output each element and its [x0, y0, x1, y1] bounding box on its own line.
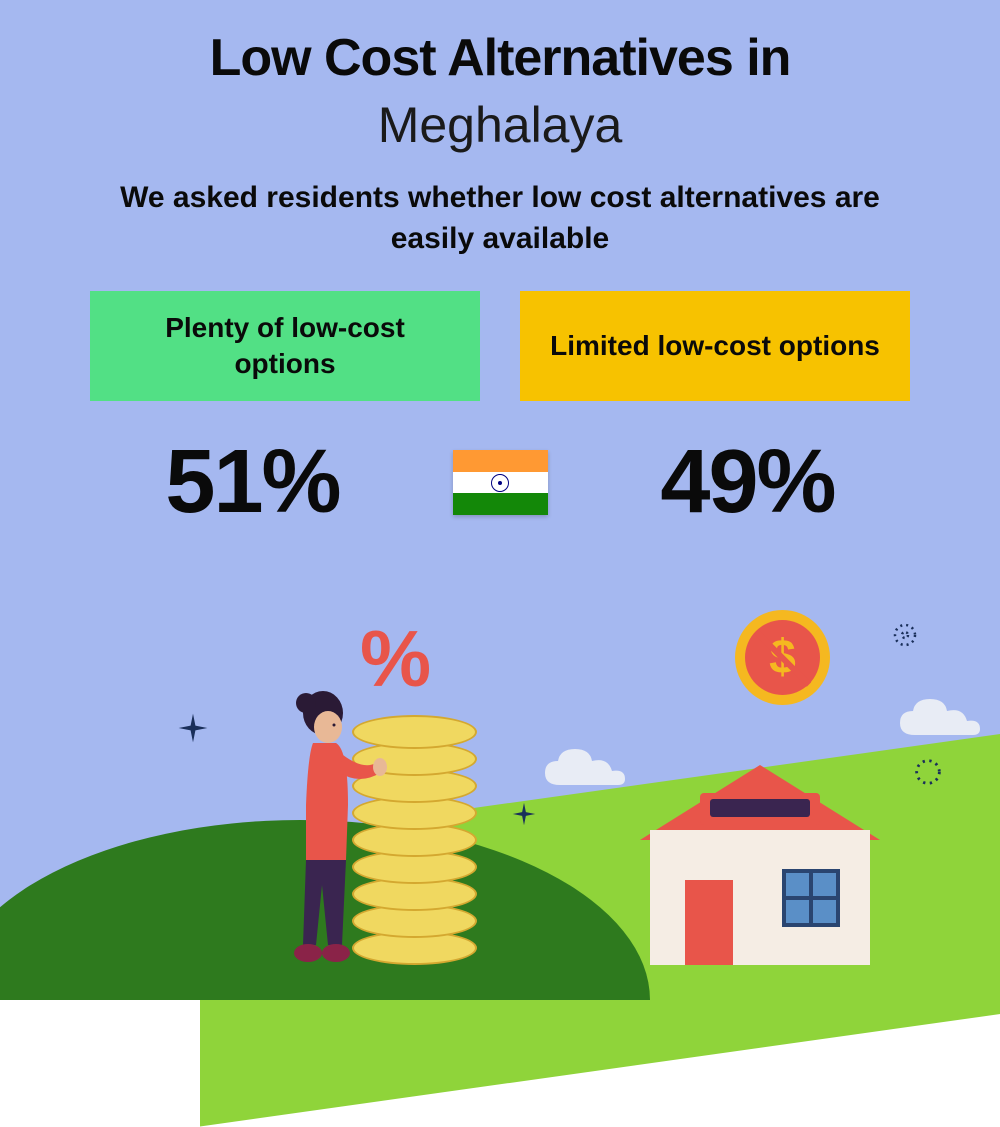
- title-sub: Meghalaya: [0, 96, 1000, 154]
- sparkle-icon: [510, 800, 538, 828]
- option-limited: Limited low-cost options: [520, 291, 910, 401]
- percentage-limited: 49%: [588, 431, 908, 534]
- subtitle: We asked residents whether low cost alte…: [0, 178, 1000, 259]
- person-icon: [268, 685, 388, 965]
- sparkle-icon: [890, 620, 920, 650]
- title-main: Low Cost Alternatives in: [0, 0, 1000, 88]
- house-roof-slot: [700, 793, 820, 825]
- house-roof-slot-inner: [710, 799, 810, 817]
- cloud-icon: [895, 695, 985, 742]
- dollar-sign-icon: $: [745, 620, 820, 695]
- option-plenty-label: Plenty of low-cost options: [120, 310, 450, 383]
- dollar-coin-icon: $: [735, 610, 830, 705]
- coin-slash: [754, 629, 811, 686]
- sparkle-icon: [175, 710, 211, 746]
- cloud-icon: [540, 745, 630, 792]
- house-body: [650, 830, 870, 965]
- option-limited-label: Limited low-cost options: [550, 328, 880, 364]
- percentage-plenty: 51%: [93, 431, 413, 534]
- flag-chakra-icon: [491, 474, 509, 492]
- flag-green: [453, 493, 548, 515]
- percentages-row: 51% 49%: [0, 431, 1000, 534]
- flag-white: [453, 472, 548, 494]
- illustration: $ %: [0, 600, 1000, 1000]
- infographic-container: Low Cost Alternatives in Meghalaya We as…: [0, 0, 1000, 1000]
- house-window: [782, 869, 840, 927]
- house-door: [685, 880, 733, 965]
- options-row: Plenty of low-cost options Limited low-c…: [0, 291, 1000, 401]
- india-flag-icon: [453, 450, 548, 515]
- flag-saffron: [453, 450, 548, 472]
- house-icon: [640, 765, 880, 965]
- option-plenty: Plenty of low-cost options: [90, 291, 480, 401]
- sparkle-icon: [911, 755, 945, 789]
